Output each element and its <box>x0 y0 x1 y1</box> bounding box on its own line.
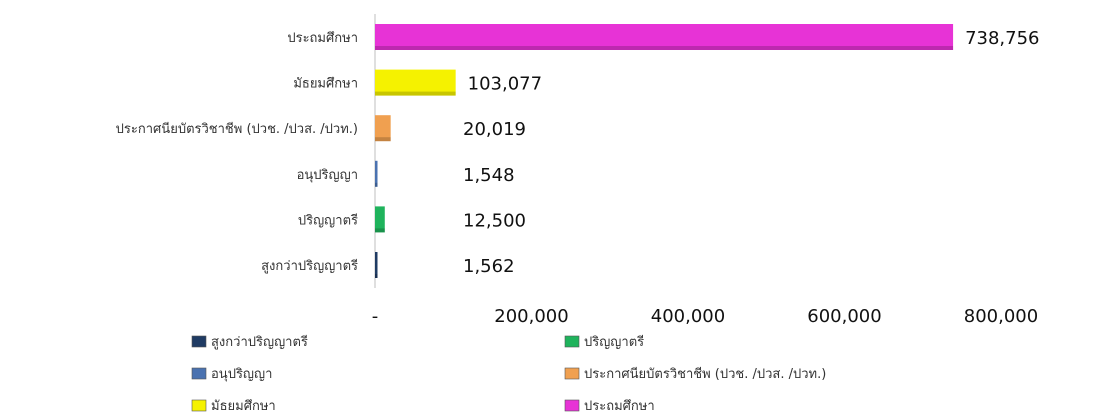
legend-swatch <box>564 335 580 348</box>
legend-label: สูงกว่าปริญญาตรี <box>211 334 308 350</box>
data-label: 1,548 <box>463 165 515 186</box>
legend-label: อนุปริญญา <box>211 367 272 382</box>
x-tick-label: 400,000 <box>651 306 725 327</box>
bar <box>375 69 456 96</box>
bar <box>375 24 954 50</box>
bar-shade <box>375 137 391 142</box>
data-label: 12,500 <box>463 210 526 231</box>
category-label: อนุปริญญา <box>297 168 358 183</box>
bar-shade <box>375 228 385 233</box>
bar-shade <box>375 46 954 50</box>
data-label: 738,756 <box>965 28 1039 49</box>
bar <box>375 115 391 142</box>
data-label: 20,019 <box>463 119 526 140</box>
bar <box>375 206 385 233</box>
bar-shade <box>375 91 456 96</box>
category-label: ปริญญาตรี <box>298 212 358 228</box>
legend-swatch <box>564 399 580 412</box>
category-label: สูงกว่าปริญญาตรี <box>261 258 358 274</box>
data-label: 103,077 <box>468 74 542 95</box>
x-tick-label: 600,000 <box>807 306 881 327</box>
x-tick-label: 200,000 <box>494 306 568 327</box>
data-label: 1,562 <box>463 256 515 277</box>
legend-label: ประกาศนียบัตรวิชาชีพ (ปวช. /ปวส. /ปวท.) <box>584 366 826 382</box>
legend-swatch <box>191 399 207 412</box>
category-label: มัธยมศึกษา <box>293 77 358 92</box>
legend-swatch <box>191 367 207 380</box>
legend-swatch <box>564 367 580 380</box>
legend-label: มัธยมศึกษา <box>211 399 276 414</box>
bar <box>375 160 378 187</box>
bar-shade <box>375 274 378 278</box>
category-label: ประกาศนียบัตรวิชาชีพ (ปวช. /ปวส. /ปวท.) <box>116 121 358 137</box>
legend-label: ปริญญาตรี <box>584 334 644 350</box>
legend-swatch <box>191 335 207 348</box>
bar-shade <box>375 182 378 187</box>
category-label: ประถมศึกษา <box>287 31 358 46</box>
x-tick-label: 800,000 <box>964 306 1038 327</box>
bar <box>375 252 378 278</box>
x-tick-label: - <box>372 306 379 327</box>
legend-label: ประถมศึกษา <box>584 399 655 414</box>
